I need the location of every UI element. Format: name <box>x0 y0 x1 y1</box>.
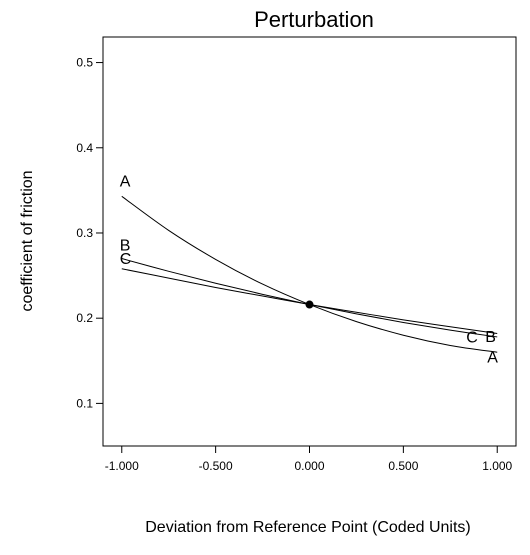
series-lines <box>121 195 498 353</box>
y-tick-label: 0.2 <box>76 311 93 325</box>
x-tick-label: 0.500 <box>388 459 418 473</box>
series-label-a-left: A <box>120 173 131 190</box>
x-axis: -1.000 -0.500 0.000 0.500 1.000 <box>105 446 513 473</box>
y-tick-label: 0.3 <box>76 226 93 240</box>
plot-frame <box>102 36 517 447</box>
x-tick-label: 1.000 <box>482 459 512 473</box>
y-tick-label: 0.5 <box>76 56 93 70</box>
reference-point-marker <box>305 300 314 309</box>
series-label-a-right: A <box>487 349 498 366</box>
y-tick-label: 0.4 <box>76 141 93 155</box>
y-axis-label: coefficient of friction <box>19 170 36 311</box>
series-label-b-right: B <box>485 329 496 346</box>
x-tick-label: -1.000 <box>105 459 139 473</box>
x-tick-label: 0.000 <box>294 459 324 473</box>
chart-title: Perturbation <box>254 7 374 32</box>
y-axis: 0.1 0.2 0.3 0.4 0.5 <box>76 56 103 410</box>
y-tick-label: 0.1 <box>76 396 93 410</box>
series-label-c-right: C <box>466 330 478 347</box>
series-label-b-left: B <box>120 238 131 255</box>
x-axis-label: Deviation from Reference Point (Coded Un… <box>145 519 470 536</box>
x-tick-label: -0.500 <box>199 459 233 473</box>
series-label-c-left: C <box>120 251 132 268</box>
